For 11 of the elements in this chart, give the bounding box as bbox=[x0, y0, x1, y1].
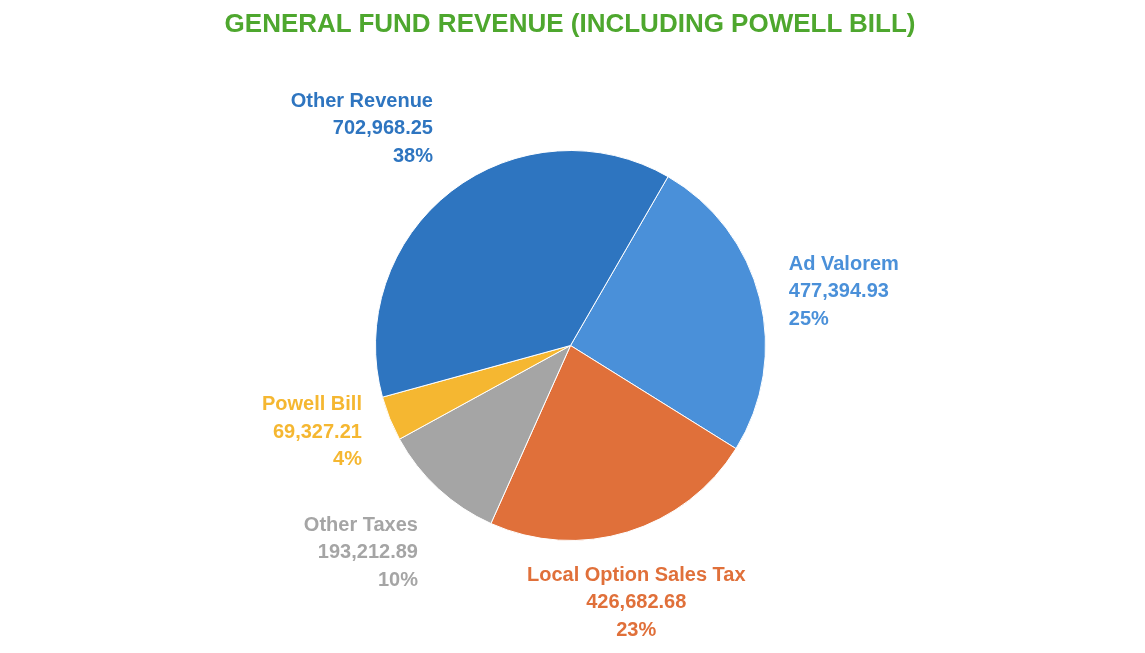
slice-label: Local Option Sales Tax bbox=[526, 562, 746, 585]
data-label: 477,394.93 25% bbox=[788, 279, 889, 329]
chart-title: GENERAL FUND REVENUE (INCLUDING POWELL BILL) bbox=[224, 7, 916, 38]
data-label: 702,968.25 38% bbox=[332, 116, 434, 166]
slice-label: Powell Bill bbox=[261, 392, 362, 415]
slice-label: Other Taxes bbox=[303, 512, 418, 535]
slice-label: Other Revenue bbox=[290, 88, 433, 111]
data-label: 69,327.21 4% bbox=[272, 419, 363, 470]
data-label: 193,212.89 10% bbox=[317, 540, 419, 590]
data-label: 426,682.68 23% bbox=[586, 590, 687, 640]
slice-label: Ad Valorem bbox=[788, 251, 899, 274]
